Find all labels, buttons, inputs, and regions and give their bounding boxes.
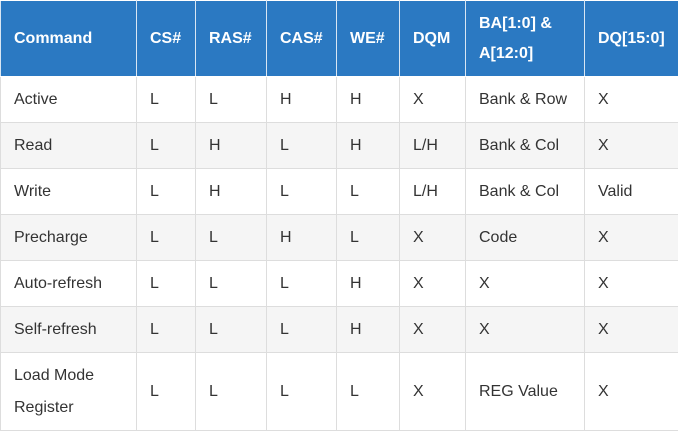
cell-command: Self-refresh <box>1 307 137 353</box>
cell-dq: Valid <box>585 169 678 215</box>
cell-cs: L <box>137 261 196 307</box>
cell-command: Read <box>1 123 137 169</box>
cell-dqm: L/H <box>400 169 466 215</box>
cell-we: H <box>337 77 400 123</box>
header-ras: RAS# <box>196 1 267 77</box>
cell-ras: H <box>196 123 267 169</box>
cell-cs: L <box>137 307 196 353</box>
table-row: Auto-refresh L L L H X X X <box>1 261 678 307</box>
cell-command: Load Mode Register <box>1 353 137 431</box>
cell-ras: L <box>196 77 267 123</box>
cell-dqm: X <box>400 307 466 353</box>
cell-address: Bank & Row <box>466 77 585 123</box>
cell-dqm: X <box>400 215 466 261</box>
cell-we: H <box>337 307 400 353</box>
cell-command: Precharge <box>1 215 137 261</box>
cell-address: Code <box>466 215 585 261</box>
cell-dq: X <box>585 77 678 123</box>
table-row: Self-refresh L L L H X X X <box>1 307 678 353</box>
cell-dq: X <box>585 307 678 353</box>
cell-cas: L <box>267 307 337 353</box>
cell-dq: X <box>585 261 678 307</box>
cell-cas: L <box>267 353 337 431</box>
header-row: Command CS# RAS# CAS# WE# DQM BA[1:0] & … <box>1 1 678 77</box>
cell-address: X <box>466 261 585 307</box>
cell-address: Bank & Col <box>466 169 585 215</box>
table-row: Active L L H H X Bank & Row X <box>1 77 678 123</box>
cell-we: H <box>337 123 400 169</box>
cell-command: Auto-refresh <box>1 261 137 307</box>
cell-ras: L <box>196 261 267 307</box>
cell-dq: X <box>585 353 678 431</box>
cell-ras: L <box>196 215 267 261</box>
cell-cs: L <box>137 215 196 261</box>
cell-dqm: L/H <box>400 123 466 169</box>
cell-cas: L <box>267 169 337 215</box>
header-dq: DQ[15:0] <box>585 1 678 77</box>
header-address: BA[1:0] & A[12:0] <box>466 1 585 77</box>
header-command: Command <box>1 1 137 77</box>
header-dqm: DQM <box>400 1 466 77</box>
cell-dq: X <box>585 123 678 169</box>
cell-we: L <box>337 215 400 261</box>
header-we: WE# <box>337 1 400 77</box>
cell-address: Bank & Col <box>466 123 585 169</box>
cell-dqm: X <box>400 261 466 307</box>
cell-cs: L <box>137 169 196 215</box>
cell-cs: L <box>137 77 196 123</box>
cell-address: X <box>466 307 585 353</box>
cell-we: L <box>337 169 400 215</box>
cell-we: H <box>337 261 400 307</box>
cell-ras: H <box>196 169 267 215</box>
table-row: Read L H L H L/H Bank & Col X <box>1 123 678 169</box>
table-row: Load Mode Register L L L L X REG Value X <box>1 353 678 431</box>
cell-ras: L <box>196 353 267 431</box>
table-row: Write L H L L L/H Bank & Col Valid <box>1 169 678 215</box>
cell-we: L <box>337 353 400 431</box>
cell-command: Write <box>1 169 137 215</box>
cell-cas: L <box>267 123 337 169</box>
header-cas: CAS# <box>267 1 337 77</box>
cell-dqm: X <box>400 353 466 431</box>
cell-cs: L <box>137 353 196 431</box>
cell-cas: H <box>267 77 337 123</box>
cell-cas: H <box>267 215 337 261</box>
cell-command: Active <box>1 77 137 123</box>
table-row: Precharge L L H L X Code X <box>1 215 678 261</box>
cell-cas: L <box>267 261 337 307</box>
cell-dq: X <box>585 215 678 261</box>
cell-cs: L <box>137 123 196 169</box>
cell-dqm: X <box>400 77 466 123</box>
cell-address: REG Value <box>466 353 585 431</box>
header-cs: CS# <box>137 1 196 77</box>
cell-ras: L <box>196 307 267 353</box>
